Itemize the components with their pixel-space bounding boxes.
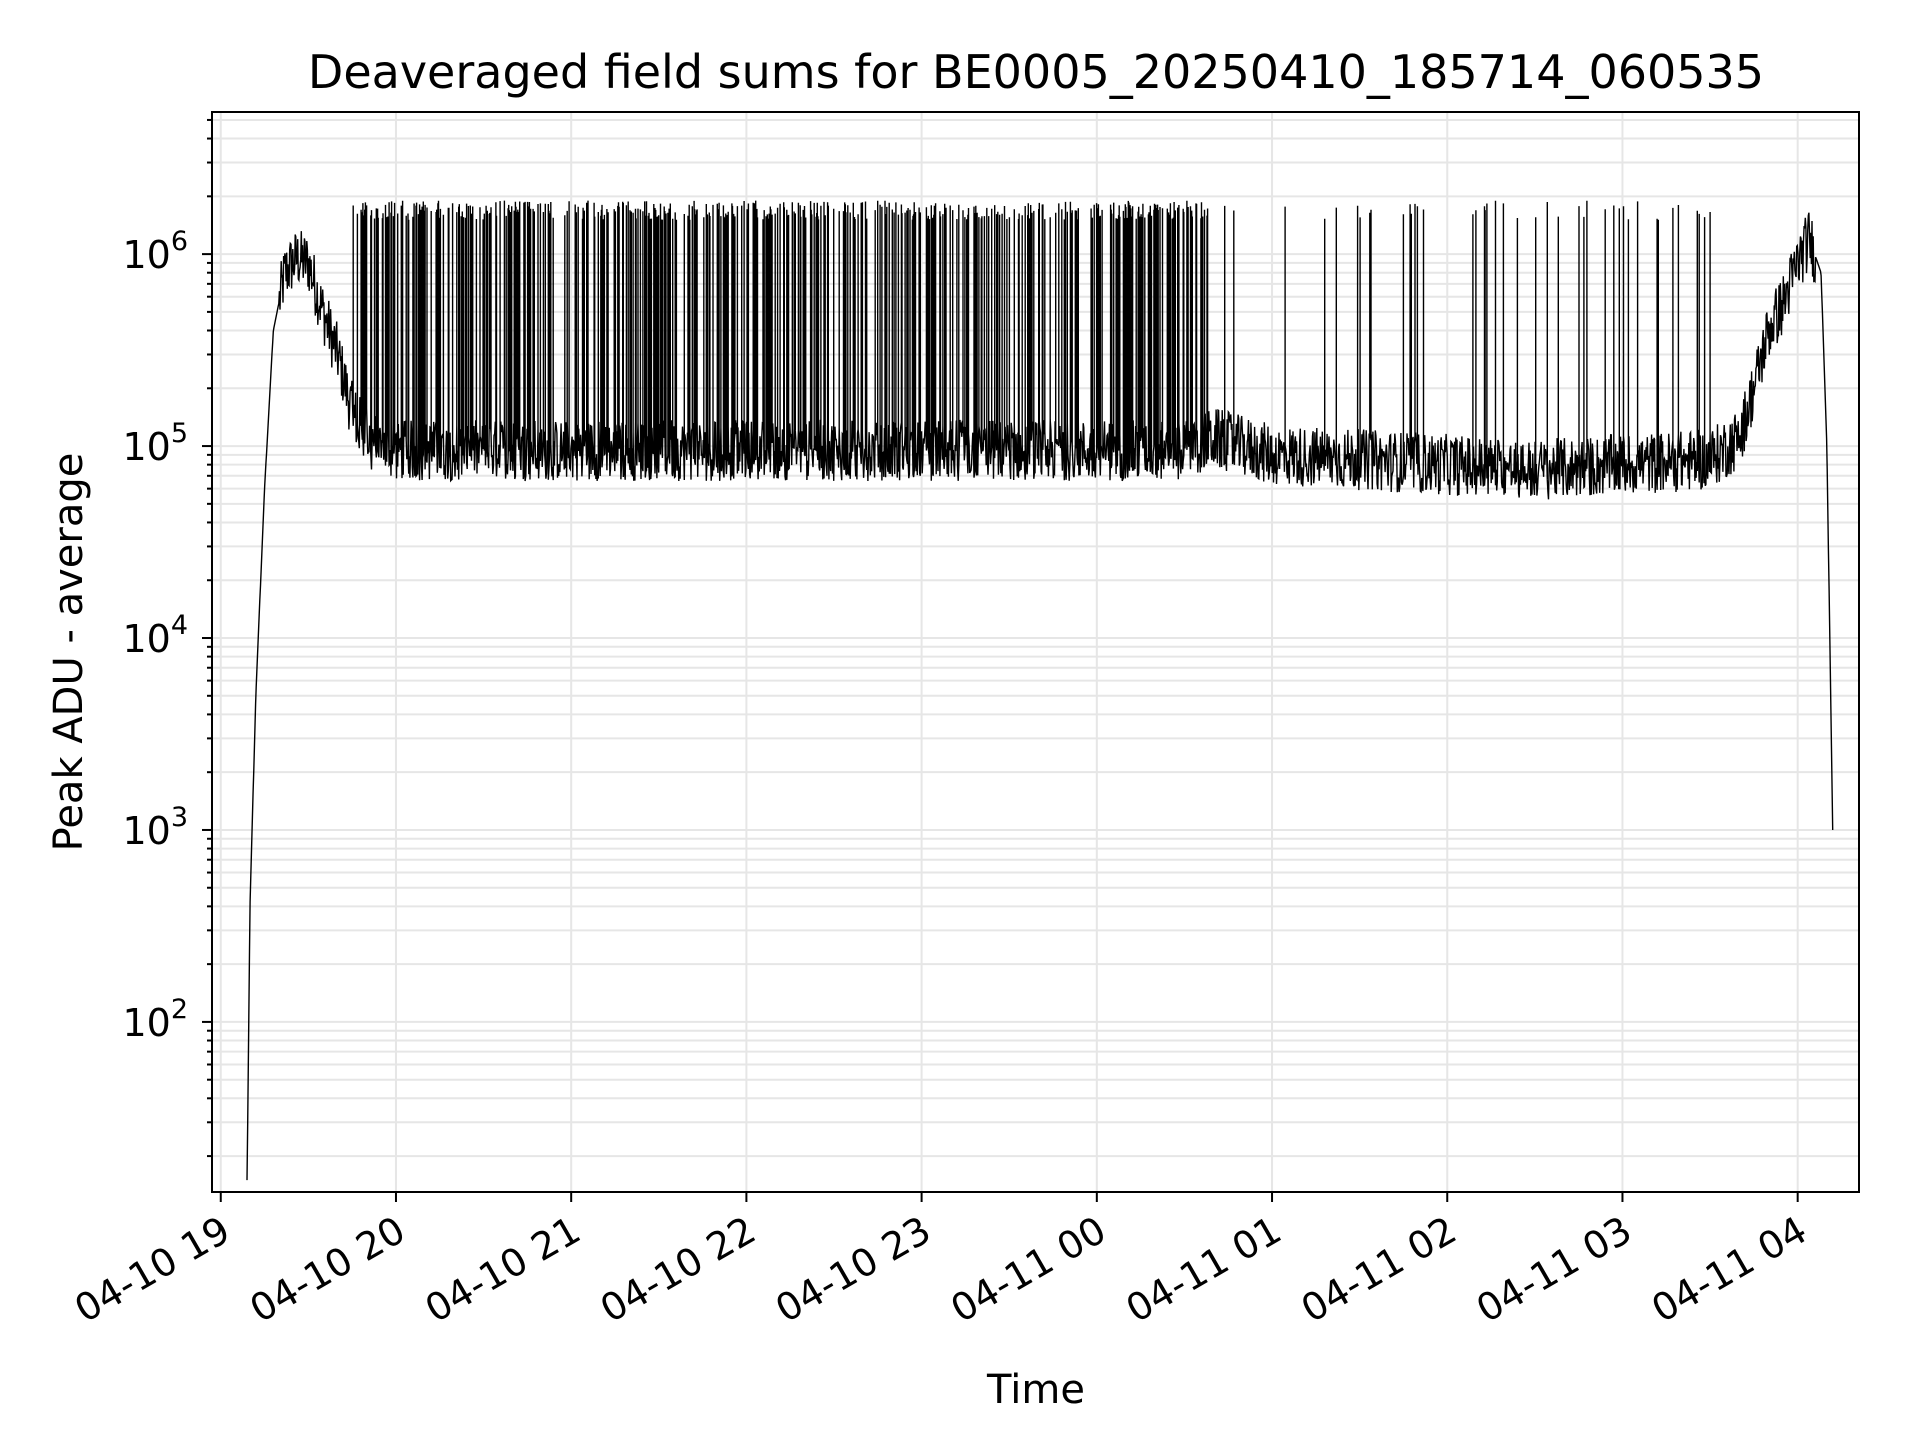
y-tick-label: 106 bbox=[122, 226, 188, 277]
ticks bbox=[202, 118, 1799, 1202]
y-tick-label: 105 bbox=[122, 418, 188, 469]
y-tick-label: 104 bbox=[122, 610, 188, 661]
chart-title: Deaveraged field sums for BE0005_2025041… bbox=[308, 45, 1764, 99]
y-tick-label: 102 bbox=[122, 994, 188, 1045]
data-area bbox=[246, 200, 1834, 1181]
y-tick-label: 103 bbox=[122, 802, 188, 853]
x-axis-label: Time bbox=[986, 1367, 1085, 1413]
series-line bbox=[246, 200, 1834, 1181]
y-axis-label: Peak ADU - average bbox=[46, 453, 92, 852]
plot-frame bbox=[211, 111, 1860, 1193]
